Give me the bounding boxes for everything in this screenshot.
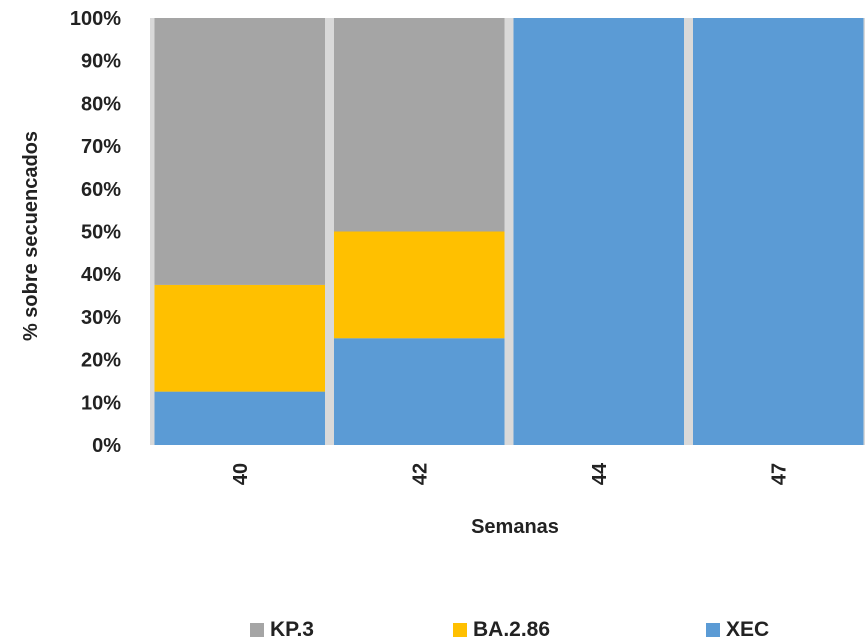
x-axis-ticks: 40 42 44 47 — [230, 462, 791, 485]
y-tick-label: 60% — [81, 179, 121, 201]
bar-segments — [150, 18, 865, 445]
y-tick-label: 10% — [81, 392, 121, 414]
y-tick-label: 90% — [81, 51, 121, 73]
x-axis-title: Semanas — [471, 516, 559, 538]
x-tick-label: 42 — [409, 463, 431, 485]
x-tick-label: 44 — [589, 462, 611, 485]
y-tick-label: 50% — [81, 222, 121, 244]
legend-item-ba286: BA.2.86 — [453, 618, 550, 642]
legend-swatch-ba286 — [453, 623, 467, 637]
y-tick-label: 70% — [81, 136, 121, 158]
y-tick-label: 0% — [92, 435, 121, 457]
legend-swatch-xec — [706, 623, 720, 637]
y-tick-label: 20% — [81, 350, 121, 372]
legend-item-xec: XEC — [706, 618, 769, 642]
y-axis-title: % sobre secuencados — [20, 131, 42, 341]
bar-segment — [334, 338, 505, 445]
x-tick-label: 40 — [230, 463, 252, 485]
legend-item-kp3: KP.3 — [250, 618, 314, 642]
chart-legend: KP.3 BA.2.86 XEC — [0, 618, 865, 642]
bar-segment — [154, 18, 325, 285]
legend-label-ba286: BA.2.86 — [473, 618, 551, 641]
bar-segment — [513, 18, 684, 445]
y-axis-ticks: 0% 10% 20% 30% 40% 50% 60% 70% 80% 90% 100% — [70, 8, 121, 457]
y-tick-label: 40% — [81, 264, 121, 286]
y-tick-label: 100% — [70, 8, 121, 30]
y-tick-label: 30% — [81, 307, 121, 329]
bar-segment — [334, 18, 505, 232]
y-tick-label: 80% — [81, 93, 121, 115]
legend-label-kp3: KP.3 — [270, 618, 314, 641]
bar-segment — [154, 391, 325, 445]
x-tick-label: 47 — [768, 463, 790, 485]
bar-segment — [693, 18, 864, 445]
legend-swatch-kp3 — [250, 623, 264, 637]
legend-label-xec: XEC — [726, 618, 770, 641]
bar-segment — [334, 231, 505, 339]
bar-segment — [154, 284, 325, 392]
